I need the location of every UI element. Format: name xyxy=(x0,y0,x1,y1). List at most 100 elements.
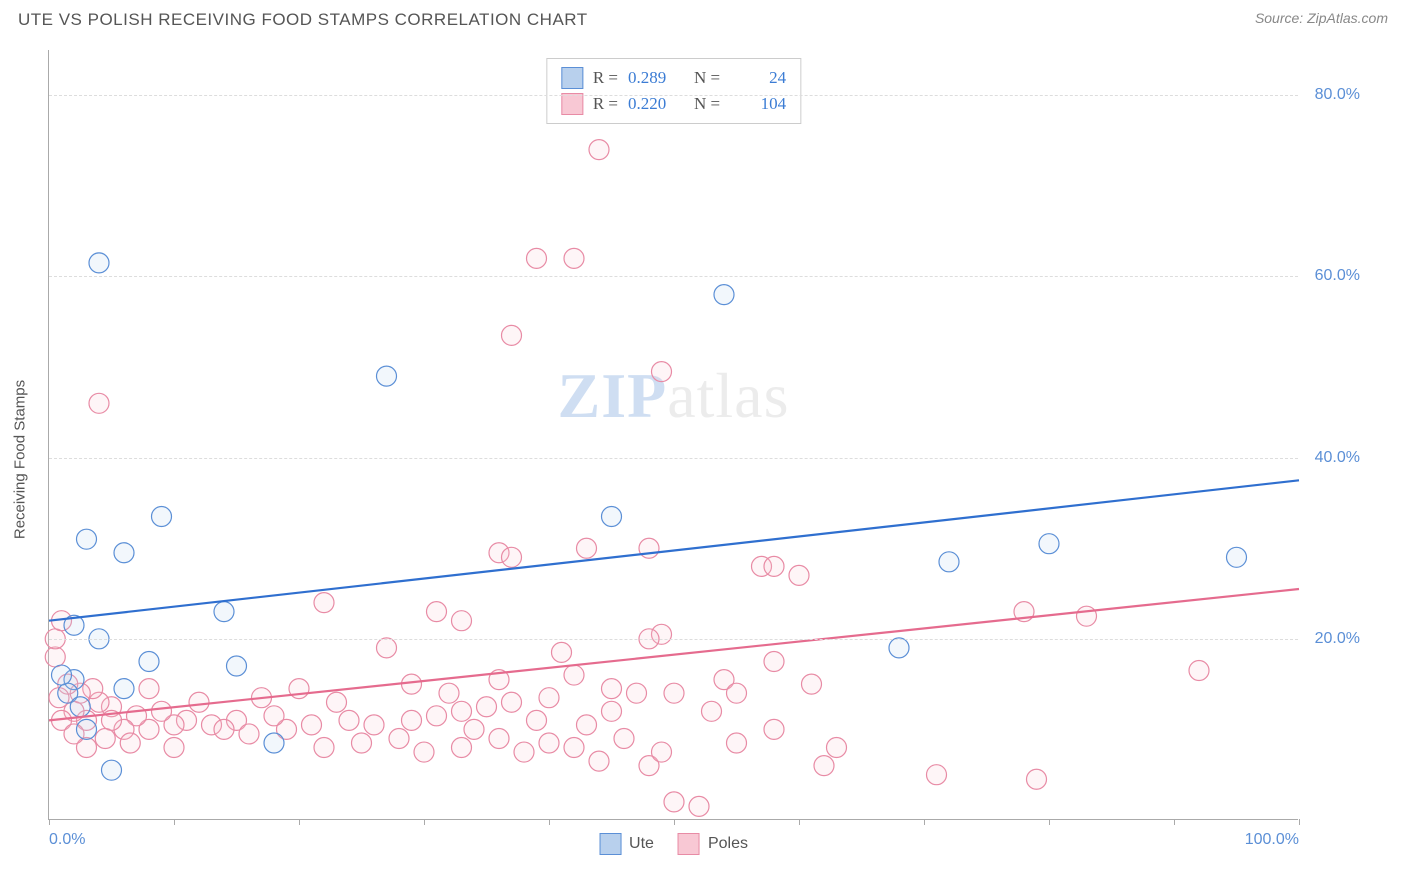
scatter-point-poles xyxy=(552,642,572,662)
x-tick xyxy=(1049,819,1050,825)
scatter-point-poles xyxy=(802,674,822,694)
scatter-point-poles xyxy=(514,742,534,762)
scatter-point-poles xyxy=(764,556,784,576)
legend-item-poles: Poles xyxy=(678,833,748,855)
scatter-point-poles xyxy=(439,683,459,703)
scatter-point-ute xyxy=(227,656,247,676)
scatter-point-poles xyxy=(652,742,672,762)
scatter-point-poles xyxy=(727,683,747,703)
scatter-point-ute xyxy=(89,253,109,273)
legend-item-ute: Ute xyxy=(599,833,654,855)
gridline xyxy=(49,639,1298,640)
scatter-point-ute xyxy=(102,760,122,780)
scatter-point-ute xyxy=(70,697,90,717)
scatter-point-ute xyxy=(602,507,622,527)
scatter-point-ute xyxy=(214,602,234,622)
scatter-point-poles xyxy=(539,733,559,753)
y-axis-label: Receiving Food Stamps xyxy=(12,380,29,539)
chart-container: Receiving Food Stamps ZIPatlas R = 0.289… xyxy=(48,50,1388,852)
scatter-point-ute xyxy=(52,665,72,685)
scatter-point-poles xyxy=(364,715,384,735)
scatter-point-ute xyxy=(939,552,959,572)
x-tick xyxy=(299,819,300,825)
scatter-point-poles xyxy=(402,674,422,694)
scatter-point-poles xyxy=(789,565,809,585)
x-tick xyxy=(549,819,550,825)
scatter-point-poles xyxy=(1027,769,1047,789)
scatter-point-poles xyxy=(502,547,522,567)
swatch-poles xyxy=(561,93,583,115)
x-tick xyxy=(174,819,175,825)
scatter-point-poles xyxy=(120,733,140,753)
scatter-point-poles xyxy=(764,719,784,739)
scatter-point-poles xyxy=(314,738,334,758)
scatter-point-poles xyxy=(427,602,447,622)
correlation-row-ute: R = 0.289 N = 24 xyxy=(561,65,786,91)
scatter-point-ute xyxy=(1039,534,1059,554)
scatter-point-poles xyxy=(464,719,484,739)
swatch-ute xyxy=(561,67,583,89)
y-tick-label: 20.0% xyxy=(1315,630,1360,648)
scatter-point-poles xyxy=(564,248,584,268)
scatter-point-poles xyxy=(577,538,597,558)
gridline xyxy=(49,95,1298,96)
x-tick xyxy=(924,819,925,825)
x-tick xyxy=(799,819,800,825)
scatter-point-poles xyxy=(602,679,622,699)
scatter-point-poles xyxy=(189,692,209,712)
source-prefix: Source: xyxy=(1255,10,1307,26)
scatter-point-poles xyxy=(414,742,434,762)
scatter-point-ute xyxy=(77,719,97,739)
scatter-point-ute xyxy=(114,543,134,563)
scatter-point-poles xyxy=(727,733,747,753)
scatter-point-poles xyxy=(427,706,447,726)
r-label: R = xyxy=(593,94,618,114)
x-tick xyxy=(1174,819,1175,825)
scatter-point-poles xyxy=(502,325,522,345)
scatter-point-poles xyxy=(477,697,497,717)
scatter-point-poles xyxy=(164,738,184,758)
y-tick-label: 80.0% xyxy=(1315,86,1360,104)
scatter-point-poles xyxy=(527,710,547,730)
scatter-point-poles xyxy=(239,724,259,744)
scatter-point-poles xyxy=(1077,606,1097,626)
scatter-point-poles xyxy=(352,733,372,753)
scatter-point-poles xyxy=(589,751,609,771)
scatter-point-poles xyxy=(627,683,647,703)
scatter-point-poles xyxy=(314,593,334,613)
x-tick xyxy=(49,819,50,825)
y-tick-label: 40.0% xyxy=(1315,449,1360,467)
scatter-point-poles xyxy=(452,701,472,721)
scatter-point-poles xyxy=(702,701,722,721)
scatter-point-ute xyxy=(889,638,909,658)
scatter-point-poles xyxy=(564,738,584,758)
scatter-point-poles xyxy=(452,738,472,758)
scatter-point-poles xyxy=(814,756,834,776)
scatter-point-poles xyxy=(577,715,597,735)
correlation-legend: R = 0.289 N = 24 R = 0.220 N = 104 xyxy=(546,58,801,124)
scatter-point-poles xyxy=(564,665,584,685)
scatter-point-poles xyxy=(539,688,559,708)
scatter-point-poles xyxy=(214,719,234,739)
scatter-point-poles xyxy=(1189,661,1209,681)
scatter-point-poles xyxy=(89,393,109,413)
scatter-point-ute xyxy=(1227,547,1247,567)
scatter-point-ute xyxy=(264,733,284,753)
source-link[interactable]: ZipAtlas.com xyxy=(1307,10,1388,26)
scatter-point-ute xyxy=(77,529,97,549)
scatter-point-poles xyxy=(502,692,522,712)
n-value-poles: 104 xyxy=(730,94,786,114)
scatter-point-poles xyxy=(664,792,684,812)
scatter-point-poles xyxy=(589,140,609,160)
x-tick xyxy=(424,819,425,825)
x-tick-label: 100.0% xyxy=(1245,831,1299,849)
scatter-point-poles xyxy=(489,728,509,748)
source-attribution: Source: ZipAtlas.com xyxy=(1255,10,1388,26)
scatter-point-poles xyxy=(452,611,472,631)
r-value-ute: 0.289 xyxy=(628,68,684,88)
scatter-point-poles xyxy=(927,765,947,785)
scatter-point-ute xyxy=(377,366,397,386)
y-tick-label: 60.0% xyxy=(1315,267,1360,285)
plot-area: ZIPatlas R = 0.289 N = 24 R = 0.220 N = … xyxy=(48,50,1298,820)
scatter-point-poles xyxy=(664,683,684,703)
